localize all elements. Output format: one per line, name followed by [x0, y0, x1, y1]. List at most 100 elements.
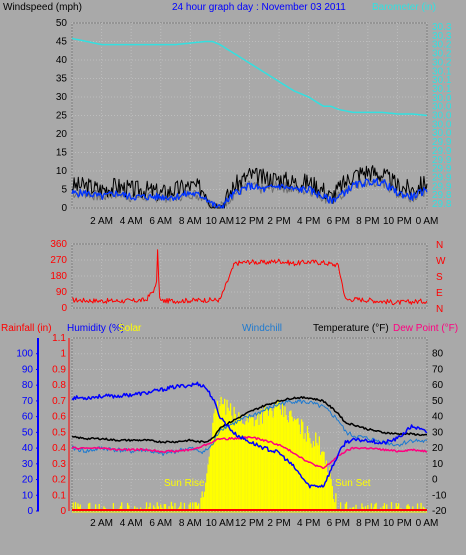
rainfall-ytick-label: 0.8: [52, 380, 66, 391]
temp-xtick-label: 12 PM: [235, 518, 264, 529]
temperature-ytick-label: 20: [432, 443, 444, 454]
wind-ytick-label: 45: [56, 37, 68, 48]
temp-xtick-label: 8 AM: [179, 518, 202, 529]
rainfall-ytick-label: 0.9: [52, 364, 66, 375]
barometer-ytick-label: 29.9: [432, 146, 452, 157]
temp-xtick-label: 2 AM: [90, 518, 113, 529]
temperature-ytick-label: 40: [432, 412, 444, 423]
barometer-ytick-label: 30.1: [432, 84, 452, 95]
center-title: 24 hour graph day : November 03 2011: [172, 2, 346, 13]
rainfall-ytick-label: 0.6: [52, 412, 66, 423]
barometer-ytick-label: 29.9: [432, 172, 452, 183]
direction-ytick-label: 90: [56, 287, 68, 298]
temp-xtick-label: 6 PM: [327, 518, 350, 529]
wind-xtick-label: 0 AM: [416, 216, 439, 227]
temp-xtick-label: 8 PM: [356, 518, 379, 529]
wind-xtick-label: 10 AM: [206, 216, 234, 227]
barometer-ytick-label: 30.1: [432, 75, 452, 86]
wind-xtick-label: 4 PM: [297, 216, 320, 227]
humidity-ytick-label: 100: [16, 349, 33, 360]
windchill-line: [71, 399, 428, 456]
wind-ytick-label: 15: [56, 148, 68, 159]
wind-average-line: [71, 177, 428, 209]
legend-dew-point: Dew Point (°F): [393, 323, 458, 334]
wind-xtick-label: 8 AM: [179, 216, 202, 227]
rainfall-ytick-label: 0.1: [52, 490, 66, 501]
direction-ytick-label: 270: [50, 255, 67, 266]
humidity-ytick-label: 0: [27, 506, 33, 517]
wind-ytick-label: 10: [56, 166, 68, 177]
temperature-ytick-label: -10: [432, 490, 447, 501]
humidity-ytick-label: 90: [22, 364, 34, 375]
wind-xtick-label: 2 PM: [267, 216, 290, 227]
humidity-ytick-label: 40: [22, 443, 34, 454]
sunrise-label: Sun Rise: [164, 478, 205, 489]
rainfall-ytick-label: 0.5: [52, 427, 66, 438]
barometer-ytick-label: 30.2: [432, 57, 452, 68]
barometer-ytick-label: 30.2: [432, 40, 452, 51]
barometer-ytick-label: 29.9: [432, 137, 452, 148]
humidity-line: [71, 381, 428, 489]
direction-ytick-label: 360: [50, 239, 67, 250]
temperature-ytick-label: 0: [432, 475, 438, 486]
wind-ytick-label: 0: [61, 203, 67, 214]
temp-xtick-label: 0 AM: [416, 518, 439, 529]
wind-ytick-label: 5: [61, 185, 67, 196]
barometer-ytick-label: 30.0: [432, 128, 452, 139]
temperature-ytick-label: 30: [432, 427, 444, 438]
temperature-ytick-label: 60: [432, 380, 444, 391]
barometer-ytick-label: 30.3: [432, 22, 452, 33]
temp-xtick-label: 10 PM: [383, 518, 412, 529]
humidity-ytick-label: 30: [22, 459, 34, 470]
barometer-ytick-label: 29.9: [432, 155, 452, 166]
wind-title: Windspeed (mph): [3, 2, 82, 13]
wind-gust-line: [71, 165, 428, 209]
legend-solar: Solar: [118, 323, 142, 334]
temperature-line: [71, 396, 428, 444]
temperature-ytick-label: 80: [432, 349, 444, 360]
barometer-ytick-label: 30.3: [432, 31, 452, 42]
wind-xtick-label: 4 AM: [120, 216, 143, 227]
wind-xtick-label: 8 PM: [356, 216, 379, 227]
rainfall-ytick-label: 0.4: [52, 443, 66, 454]
compass-label: W: [436, 256, 446, 267]
barometer-ytick-label: 30.0: [432, 102, 452, 113]
temp-xtick-label: 4 PM: [297, 518, 320, 529]
wind-xtick-label: 6 PM: [327, 216, 350, 227]
rainfall-ytick-label: 1.1: [52, 333, 66, 344]
humidity-ytick-label: 50: [22, 427, 34, 438]
rainfall-ytick-label: 0.7: [52, 396, 66, 407]
wind-ytick-label: 20: [56, 129, 68, 140]
temp-xtick-label: 10 AM: [206, 518, 234, 529]
compass-label: N: [436, 240, 443, 251]
humidity-ytick-label: 20: [22, 475, 34, 486]
rainfall-ytick-label: 0.3: [52, 459, 66, 470]
barometer-ytick-label: 29.9: [432, 164, 452, 175]
humidity-ytick-label: 60: [22, 412, 34, 423]
direction-ytick-label: 180: [50, 271, 67, 282]
temperature-ytick-label: 50: [432, 396, 444, 407]
rainfall-ytick-label: 1: [60, 349, 66, 360]
barometer-ytick-label: 30.0: [432, 111, 452, 122]
temperature-ytick-label: 70: [432, 364, 444, 375]
wind-xtick-label: 10 PM: [383, 216, 412, 227]
wind-ytick-label: 35: [56, 74, 68, 85]
chart-layer: 0510152025303540455029.829.829.929.929.9…: [16, 18, 452, 529]
legend-rainfall: Rainfall (in): [1, 323, 52, 334]
legend-windchill: Windchill: [242, 323, 282, 334]
wind-ytick-label: 30: [56, 92, 68, 103]
barometer-ytick-label: 30.1: [432, 66, 452, 77]
temp-xtick-label: 6 AM: [149, 518, 172, 529]
wind-ytick-label: 40: [56, 55, 68, 66]
barometer-ytick-label: 29.8: [432, 190, 452, 201]
humidity-ytick-label: 80: [22, 380, 34, 391]
humidity-ytick-label: 70: [22, 396, 34, 407]
barometer-ytick-label: 30.2: [432, 49, 452, 60]
barometer-ytick-label: 29.9: [432, 181, 452, 192]
legend-humidity: Humidity (%): [67, 323, 124, 334]
wind-ytick-label: 25: [56, 111, 68, 122]
dew-point-line: [71, 435, 428, 470]
barometer-ytick-label: 30.0: [432, 93, 452, 104]
temp-xtick-label: 4 AM: [120, 518, 143, 529]
